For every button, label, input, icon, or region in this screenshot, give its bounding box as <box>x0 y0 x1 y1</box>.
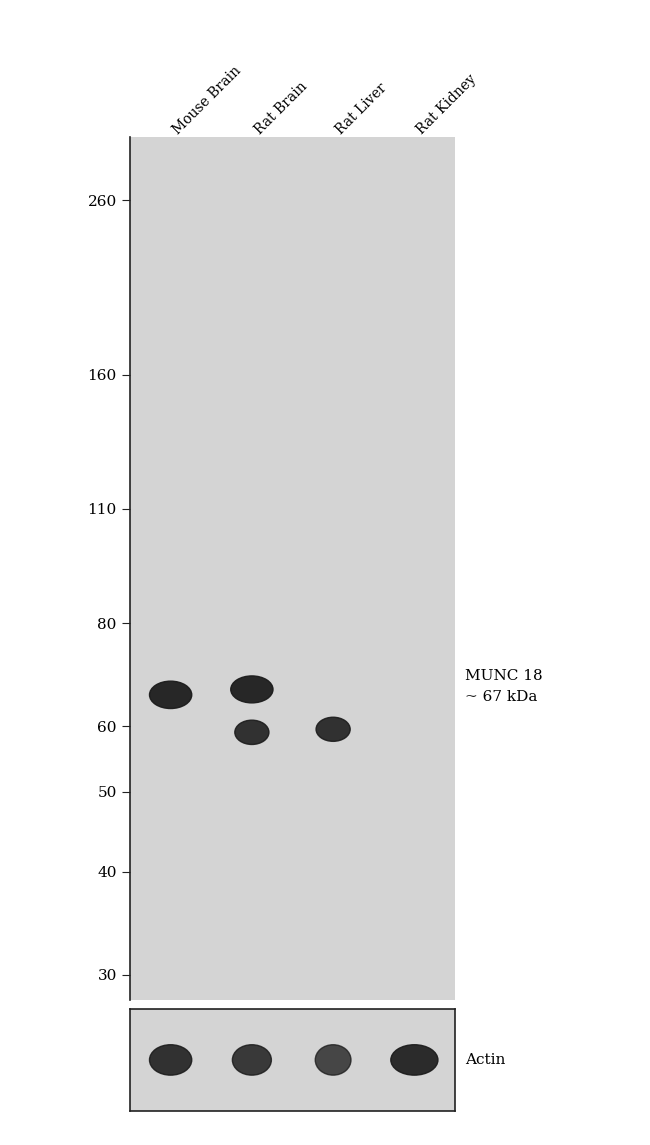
Ellipse shape <box>235 720 269 744</box>
Ellipse shape <box>150 681 192 709</box>
Ellipse shape <box>316 717 350 741</box>
Ellipse shape <box>150 1044 192 1075</box>
Text: Rat Kidney: Rat Kidney <box>415 72 480 137</box>
Ellipse shape <box>391 1044 438 1075</box>
Text: Mouse Brain: Mouse Brain <box>170 64 244 137</box>
Text: Actin: Actin <box>465 1053 505 1067</box>
Ellipse shape <box>231 676 273 703</box>
Text: Rat Liver: Rat Liver <box>333 81 389 137</box>
Ellipse shape <box>315 1044 351 1075</box>
Text: MUNC 18
~ 67 kDa: MUNC 18 ~ 67 kDa <box>465 670 542 704</box>
Text: Rat Brain: Rat Brain <box>252 80 309 137</box>
Ellipse shape <box>232 1044 271 1075</box>
